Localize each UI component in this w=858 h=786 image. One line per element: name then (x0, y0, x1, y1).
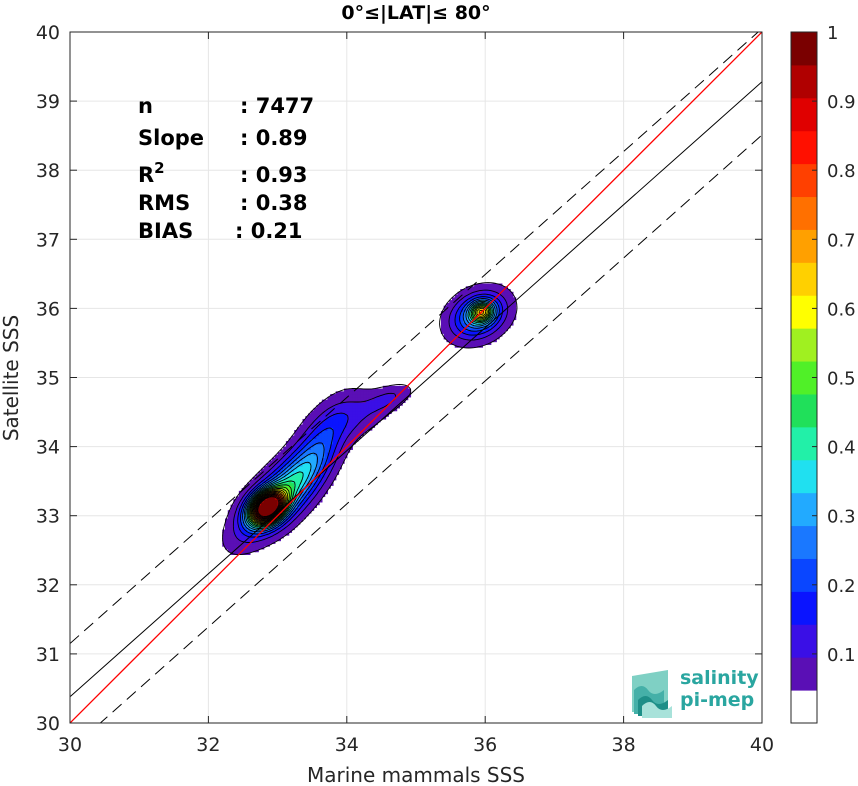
contour-line (240, 296, 500, 535)
colorbar-segment (791, 525, 817, 559)
density-contours (222, 282, 518, 555)
y-tick-label: 30 (36, 713, 60, 735)
colorbar-tick-label: 0.8 (827, 161, 856, 182)
stat-value: : 0.21 (235, 219, 303, 243)
fit-line (70, 81, 762, 698)
y-tick-label: 38 (36, 160, 60, 182)
upper-bound-line (70, 32, 759, 644)
y-tick-label: 34 (36, 437, 60, 459)
colorbar-segment (791, 459, 817, 494)
logo-text-salinity: salinity (680, 667, 759, 689)
colorbar-tick-label: 0.6 (827, 299, 856, 320)
stat-value: : 0.93 (240, 163, 308, 187)
stats-box: n : 7477 Slope : 0.89 R2 : 0.93 RMS : 0.38 BIAS:… (138, 94, 314, 243)
wave-logo-icon (632, 670, 672, 718)
stat-label: R2 (138, 159, 165, 187)
x-tick-label: 34 (335, 734, 359, 756)
colorbar-segment (791, 229, 817, 263)
y-tick-label: 33 (36, 506, 60, 528)
colorbar-tick-label: 0.3 (827, 507, 856, 528)
y-tick-label: 32 (36, 575, 60, 597)
colorbar-segment (791, 163, 817, 198)
colorbar-tick-label: 0.7 (827, 230, 856, 251)
contour-line (257, 496, 280, 517)
contour-line (249, 305, 490, 525)
stat-label: BIAS (138, 219, 193, 243)
colorbar-segment (791, 328, 817, 362)
stat-label: RMS (138, 191, 190, 215)
colorbar-tick-label: 1 (827, 23, 838, 44)
colorbar-tick-label: 0.4 (827, 438, 856, 459)
colorbar-segment (791, 32, 817, 66)
y-tick-label: 31 (36, 644, 60, 666)
axis-ticks: 30 32 34 36 38 40 30 31 32 33 34 35 36 37 38 39 40 (36, 22, 774, 756)
y-tick-label: 40 (36, 22, 60, 44)
x-tick-label: 30 (58, 734, 82, 756)
colorbar-tick-label: 0.9 (827, 92, 856, 113)
colorbar-segment (791, 295, 817, 329)
x-tick-label: 38 (612, 734, 636, 756)
contour-line (248, 304, 491, 526)
stat-value: : 0.89 (240, 126, 308, 150)
colorbar-segment (791, 657, 817, 691)
contour-line (254, 493, 283, 520)
colorbar-segment (791, 492, 817, 527)
colorbar-tick-label: 0.1 (827, 645, 856, 666)
contour-line (232, 289, 509, 543)
contour-line (245, 300, 495, 529)
lower-bound-line (99, 134, 762, 723)
x-axis-label: Marine mammals SSS (307, 763, 525, 786)
contour-line (255, 494, 282, 519)
colorbar-segment (791, 690, 817, 724)
y-tick-label: 36 (36, 298, 60, 320)
colorbar: 0.1 0.2 0.3 0.4 0.5 0.6 0.7 0.8 0.9 1 (790, 23, 856, 724)
stat-label: n (138, 94, 153, 118)
colorbar-segment (791, 64, 817, 99)
y-tick-label: 37 (36, 229, 60, 251)
contour-line (254, 492, 284, 521)
reference-lines (70, 32, 762, 723)
colorbar-segment (791, 591, 817, 625)
pimep-logo: salinity pi-mep (632, 667, 759, 718)
colorbar-segment (791, 130, 817, 165)
chart-title: 0°≤|LAT|≤ 80° (341, 2, 490, 24)
colorbar-segment (791, 426, 817, 461)
y-tick-label: 39 (36, 91, 60, 113)
y-tick-label: 35 (36, 368, 60, 390)
colorbar-segment (791, 558, 817, 592)
grid (70, 32, 762, 723)
contour-line (252, 309, 485, 522)
stat-value: : 0.38 (240, 191, 308, 215)
x-tick-label: 32 (196, 734, 220, 756)
colorbar-segment (791, 97, 817, 132)
y-axis-label: Satellite SSS (0, 315, 23, 441)
contour-line (256, 495, 281, 518)
colorbar-tick-label: 0.5 (827, 369, 856, 390)
colorbar-segment (791, 262, 817, 296)
x-tick-label: 36 (473, 734, 497, 756)
contour-line (242, 298, 498, 533)
stat-value: : 7477 (240, 94, 314, 118)
colorbar-tick-label: 0.2 (827, 576, 856, 597)
logo-text-pimep: pi-mep (680, 689, 754, 711)
colorbar-segment (791, 393, 817, 428)
colorbar-segment (791, 196, 817, 230)
colorbar-segment (791, 624, 817, 658)
contour-line (247, 303, 492, 527)
identity-line (70, 32, 762, 723)
x-tick-label: 40 (750, 734, 774, 756)
stat-label: Slope (138, 126, 204, 150)
